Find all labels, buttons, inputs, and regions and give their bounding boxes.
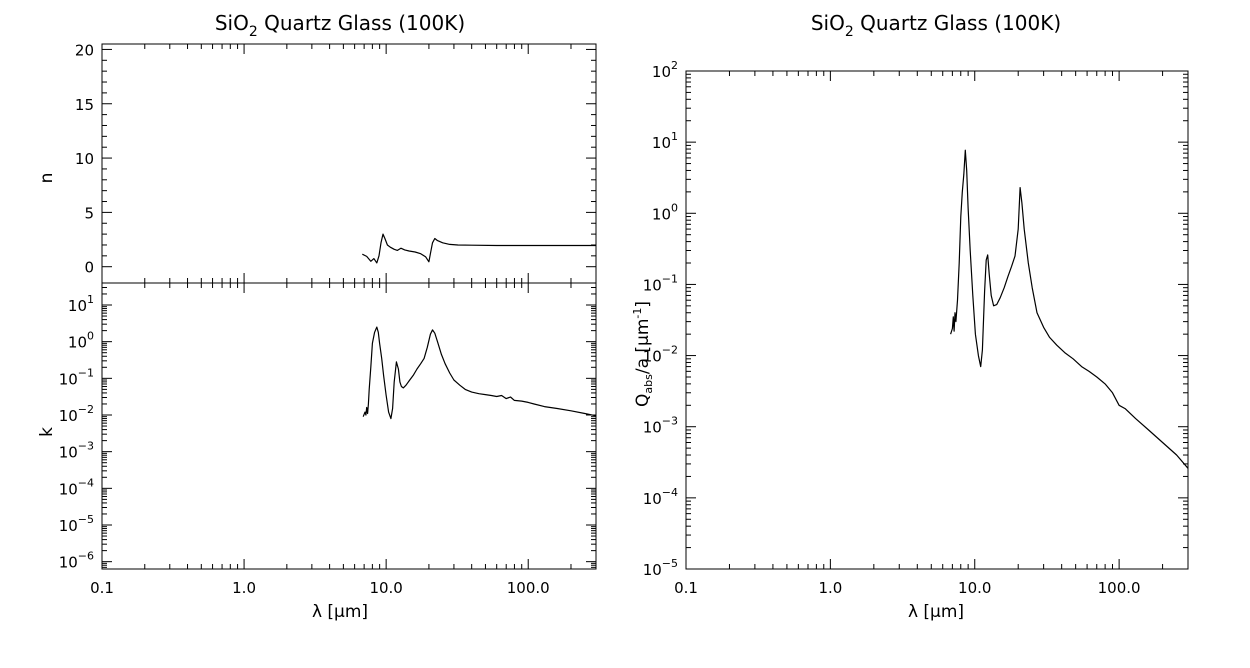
y-tick-label: 100 [68, 330, 94, 352]
right-chart-title: SiO2 Quartz Glass (100K) [811, 11, 1061, 40]
y-tick-label: 10 [75, 150, 94, 168]
y-tick-label: 10−1 [643, 272, 678, 294]
x-tick-label: 10.0 [369, 579, 402, 597]
left-chart-title: SiO2 Quartz Glass (100K) [215, 11, 465, 40]
x-tick-label: 100.0 [507, 579, 550, 597]
y-tick-label: 101 [68, 293, 94, 315]
data-line [362, 233, 596, 264]
y-tick-label: 102 [652, 59, 678, 81]
data-line [950, 149, 1189, 469]
y-tick-label: 10−4 [643, 486, 678, 508]
y-tick-label: 10−3 [59, 440, 94, 462]
y-tick-label: 101 [652, 130, 678, 152]
y-tick-label: 15 [75, 96, 94, 114]
plot-frame [685, 70, 1189, 570]
k-axis-label: k [37, 427, 57, 437]
x-tick-label: 1.0 [818, 579, 842, 597]
x-tick-label: 1.0 [232, 579, 256, 597]
panel-qabs: SiO2 Quartz Glass (100K) Qabs/a [μm-1] λ… [631, 11, 1189, 622]
y-tick-label: 10−5 [59, 513, 94, 535]
y-tick-label: 20 [75, 41, 94, 59]
y-tick-label: 10−1 [59, 366, 94, 388]
qabs-axis-label: Qabs/a [μm-1] [631, 301, 655, 407]
data-line [362, 326, 597, 420]
panel-n: SiO2 Quartz Glass (100K) n 0 5 10 15 20 [37, 11, 597, 284]
x-tick-label: 0.1 [90, 579, 114, 597]
y-tick-label: 10−6 [59, 550, 94, 572]
n-axis-label: n [37, 173, 57, 184]
plot-frame [101, 282, 597, 570]
x-tick-label: 10.0 [958, 579, 991, 597]
y-tick-label: 10−4 [59, 476, 94, 498]
plot-frame [101, 43, 597, 284]
x-tick-label: 0.1 [674, 579, 698, 597]
y-tick-label: 10−3 [643, 415, 678, 437]
y-tick-label: 100 [652, 201, 678, 223]
left-x-axis-label: λ [μm] [312, 602, 368, 622]
y-tick-label: 0 [84, 259, 94, 277]
y-tick-label: 10−5 [643, 557, 678, 579]
x-tick-label: 100.0 [1098, 579, 1141, 597]
right-x-axis-label: λ [μm] [908, 602, 964, 622]
y-tick-label: 10−2 [59, 403, 94, 425]
y-tick-label: 5 [84, 204, 94, 222]
y-tick-label: 10−2 [643, 344, 678, 366]
panel-k: k λ [μm] 10−6 10−5 10−4 10−3 10−2 10−1 100 101 0… [37, 282, 597, 622]
